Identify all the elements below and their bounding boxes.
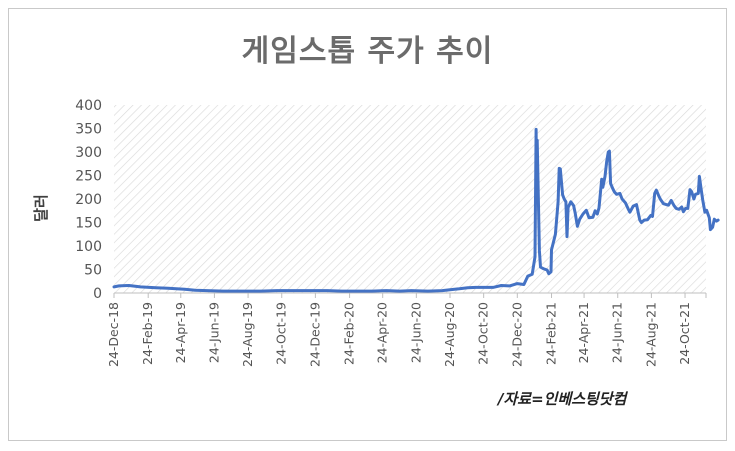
x-tick-label: 24-Feb-19 [140, 302, 155, 365]
x-tick-label: 24-Dec-18 [106, 302, 121, 367]
y-tick-label: 250 [75, 169, 102, 185]
x-tick-label: 24-Oct-20 [476, 302, 491, 365]
x-tick-label: 24-Jun-20 [408, 302, 423, 363]
x-tick-label: 24-Apr-19 [173, 302, 188, 363]
y-tick-label: 200 [75, 192, 102, 208]
y-tick-label: 300 [75, 145, 102, 161]
y-tick-label: 100 [75, 239, 102, 255]
y-tick-label: 150 [75, 216, 102, 232]
chart-title: 게임스톱 주가 추이 [241, 34, 494, 69]
x-tick-label: 24-Feb-21 [544, 302, 559, 365]
x-tick-label: 24-Apr-21 [576, 302, 591, 363]
x-tick-label: 24-Oct-21 [677, 302, 692, 365]
x-tick-label: 24-Aug-21 [643, 302, 658, 367]
y-tick-label: 50 [84, 263, 102, 279]
x-tick-label: 24-Aug-20 [442, 302, 457, 367]
source-note: /자료=인베스팅닷컴 [498, 390, 627, 408]
x-tick-label: 24-Dec-20 [509, 302, 524, 367]
x-tick-label: 24-Oct-19 [274, 302, 289, 365]
x-tick-label: 24-Jun-21 [610, 302, 625, 363]
x-tick-label: 24-Feb-20 [342, 302, 357, 365]
x-tick-label: 24-Apr-20 [375, 302, 390, 363]
series-line [112, 127, 720, 293]
x-tick-label: 24-Aug-19 [240, 302, 255, 367]
x-tick-label: 24-Dec-19 [307, 302, 322, 367]
x-tick-label: 24-Jun-19 [206, 302, 221, 363]
y-tick-label: 0 [93, 286, 102, 302]
y-tick-label: 400 [75, 98, 102, 114]
y-tick-label: 350 [75, 122, 102, 138]
plot-area [114, 105, 706, 293]
